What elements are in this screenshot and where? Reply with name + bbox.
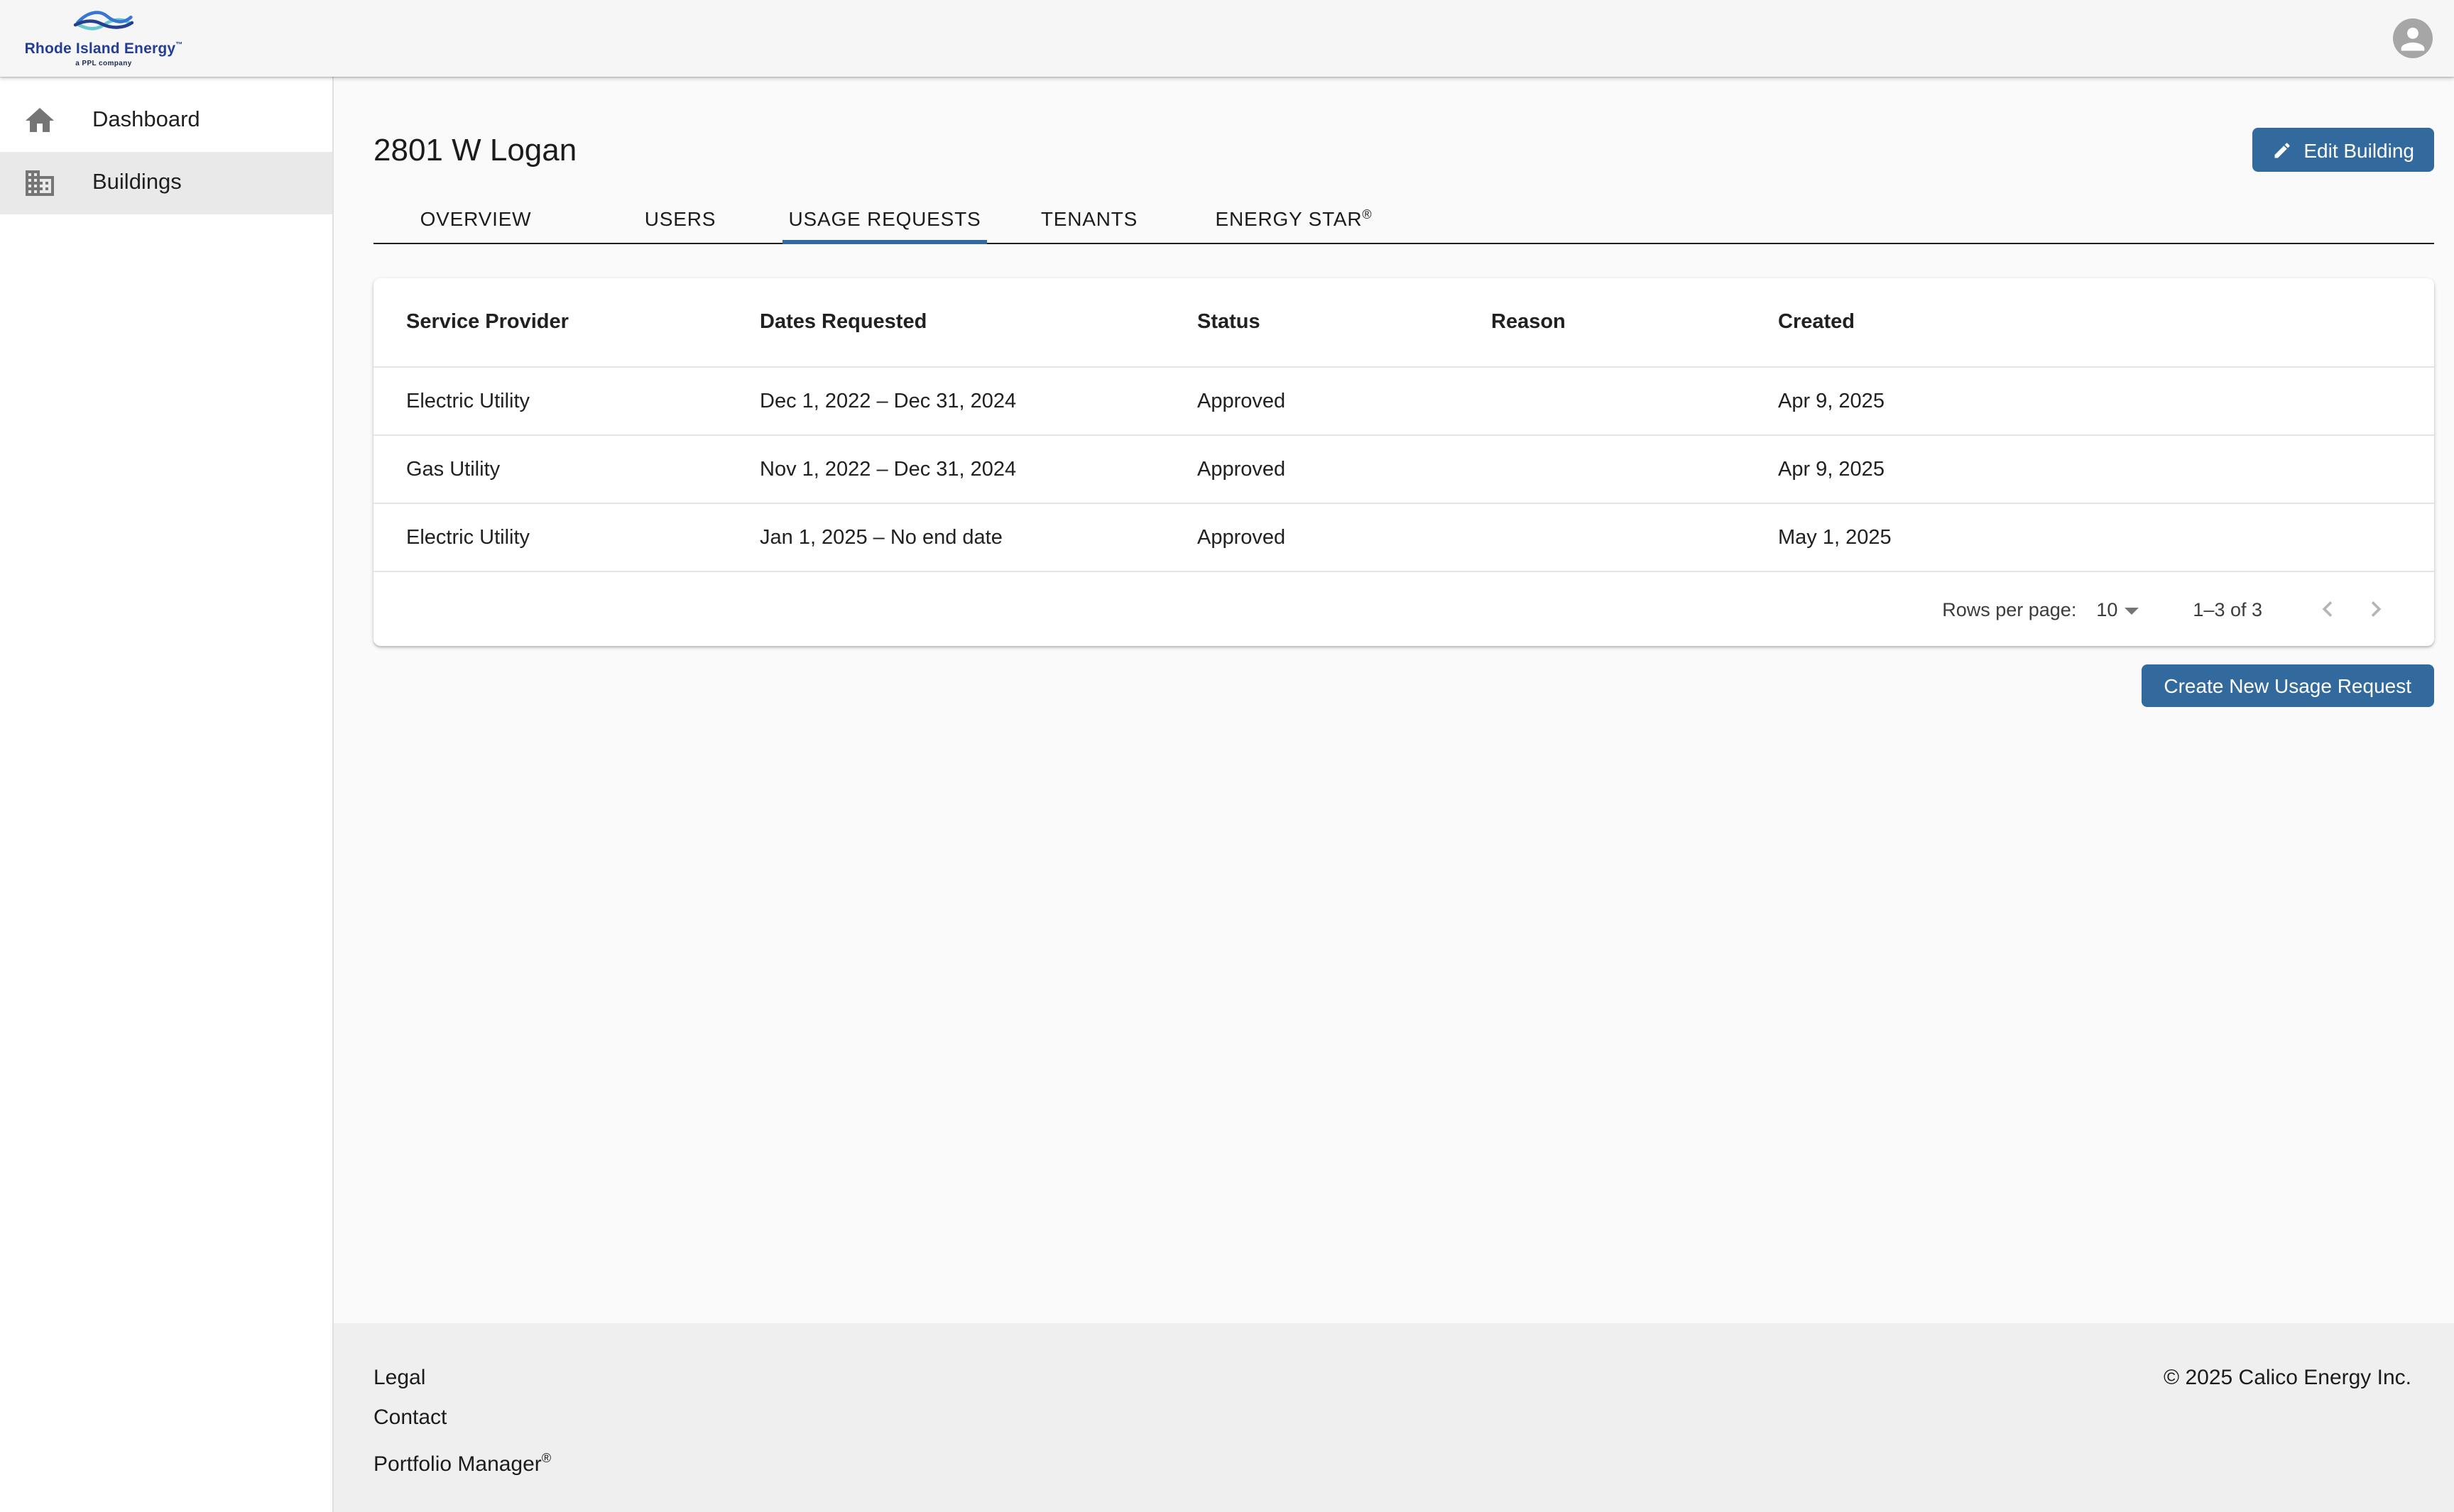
cell-created: Apr 9, 2025 [1745, 435, 2434, 504]
cell-dates-requested: Jan 1, 2025 – No end date [727, 503, 1165, 572]
tab-energy-star[interactable]: ENERGY STAR ® [1215, 207, 1373, 230]
app-header: Rhode Island Energy™ a PPL company [0, 0, 2454, 77]
cell-service-provider: Electric Utility [373, 367, 727, 436]
table-pagination: Rows per page: 10 1–3 of 3 [373, 572, 2434, 646]
caret-down-icon [2125, 607, 2139, 614]
logo-brand-text: Rhode Island Energy™ [24, 40, 183, 57]
column-header-service-provider: Service Provider [373, 278, 727, 368]
logo-tagline: a PPL company [75, 60, 132, 68]
cell-reason [1458, 367, 1745, 436]
cell-created: Apr 9, 2025 [1745, 367, 2434, 436]
copyright-text: © 2025 Calico Energy Inc. [2164, 1366, 2411, 1390]
column-header-dates-requested: Dates Requested [727, 278, 1165, 368]
cell-dates-requested: Dec 1, 2022 – Dec 31, 2024 [727, 367, 1165, 436]
sidebar-item-dashboard[interactable]: Dashboard [0, 89, 332, 152]
cell-created: May 1, 2025 [1745, 503, 2434, 572]
sidebar-item-buildings[interactable]: Buildings [0, 152, 332, 214]
cell-service-provider: Gas Utility [373, 435, 727, 504]
chevron-right-icon [2371, 601, 2382, 617]
cell-status: Approved [1165, 435, 1458, 504]
cell-reason [1458, 435, 1745, 504]
main-content: 2801 W Logan Edit Building OVERVIEW USER… [334, 77, 2454, 1323]
create-new-usage-request-button[interactable]: Create New Usage Request [2141, 664, 2434, 707]
rows-per-page-select[interactable]: 10 [2096, 598, 2139, 620]
home-icon [26, 108, 54, 132]
column-header-status: Status [1165, 278, 1458, 368]
person-icon [2401, 27, 2425, 51]
tab-tenants[interactable]: TENANTS [1040, 207, 1138, 230]
tab-overview[interactable]: OVERVIEW [420, 207, 532, 230]
table-row[interactable]: Electric Utility Dec 1, 2022 – Dec 31, 2… [373, 367, 2434, 436]
column-header-created: Created [1745, 278, 2434, 368]
previous-page-button[interactable] [2311, 592, 2345, 626]
wave-logo-icon [73, 11, 134, 31]
page-footer: Legal Contact Portfolio Manager® © 2025 … [334, 1323, 2454, 1512]
table-header-row: Service Provider Dates Requested Status … [373, 278, 2434, 368]
tab-users[interactable]: USERS [644, 207, 716, 230]
pencil-icon [2274, 142, 2290, 158]
create-new-usage-request-label: Create New Usage Request [2164, 674, 2411, 697]
footer-link-legal[interactable]: Legal [373, 1366, 426, 1390]
cell-status: Approved [1165, 503, 1458, 572]
pagination-range-label: 1–3 of 3 [2193, 598, 2262, 620]
usage-requests-table: Service Provider Dates Requested Status … [373, 278, 2434, 572]
edit-building-button[interactable]: Edit Building [2252, 128, 2434, 172]
sidebar-item-label: Dashboard [92, 108, 200, 132]
chevron-left-icon [2322, 601, 2333, 617]
page-title: 2801 W Logan [373, 131, 577, 167]
cell-status: Approved [1165, 367, 1458, 436]
cell-service-provider: Electric Utility [373, 503, 727, 572]
next-page-button[interactable] [2359, 592, 2393, 626]
footer-link-contact[interactable]: Contact [373, 1406, 447, 1430]
tab-usage-requests[interactable]: USAGE REQUESTS [782, 195, 987, 244]
building-tabs: OVERVIEW USERS USAGE REQUESTS TENANTS EN… [373, 195, 2434, 244]
rhode-island-energy-logo[interactable]: Rhode Island Energy™ a PPL company [24, 9, 183, 68]
cell-dates-requested: Nov 1, 2022 – Dec 31, 2024 [727, 435, 1165, 504]
usage-requests-card: Service Provider Dates Requested Status … [373, 278, 2434, 646]
edit-building-label: Edit Building [2303, 138, 2414, 161]
buildings-icon [26, 170, 54, 196]
footer-link-portfolio-manager[interactable]: Portfolio Manager® [373, 1451, 552, 1477]
cell-reason [1458, 503, 1745, 572]
column-header-reason: Reason [1458, 278, 1745, 368]
user-avatar-button[interactable] [2393, 18, 2433, 58]
sidebar-nav: Dashboard Buildings [0, 77, 334, 1512]
table-row[interactable]: Electric Utility Jan 1, 2025 – No end da… [373, 503, 2434, 572]
rows-per-page-label: Rows per page: [1942, 598, 2077, 620]
sidebar-item-label: Buildings [92, 170, 182, 195]
table-row[interactable]: Gas Utility Nov 1, 2022 – Dec 31, 2024 A… [373, 435, 2434, 504]
